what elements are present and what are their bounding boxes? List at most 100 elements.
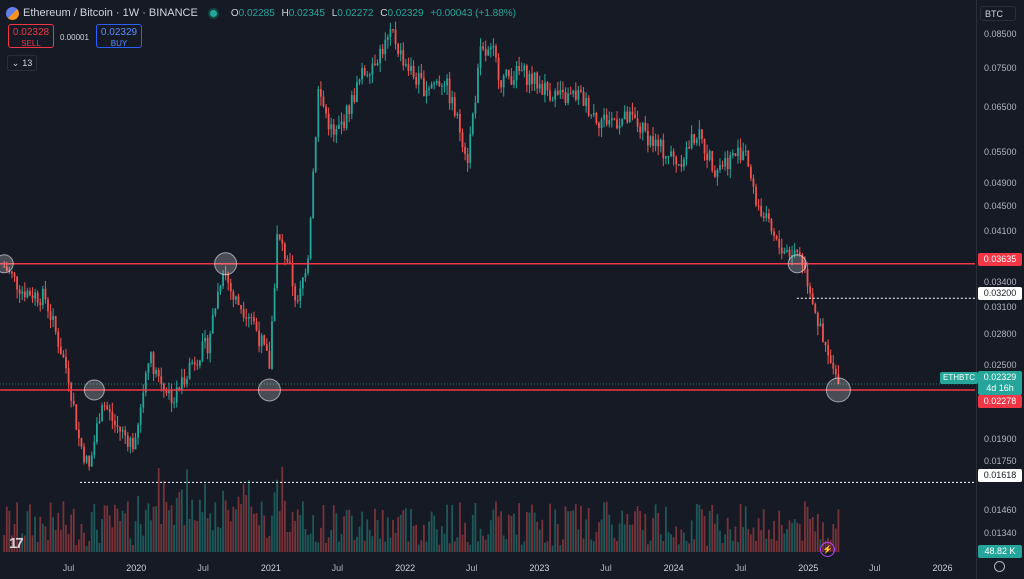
candle-body [301,277,304,289]
volume-bar [371,536,374,552]
volume-bar [379,538,382,552]
volume-bar [245,494,248,552]
candle-body [227,274,230,283]
candle-body [374,63,376,66]
volume-bar [5,506,8,552]
candle-body [155,369,158,375]
candle-body [670,151,672,156]
volume-bar [186,469,188,552]
volume-bar [83,532,85,552]
volume-bar [698,504,701,552]
candle-body [479,46,482,68]
volume-bar [580,505,582,552]
volume-bar [232,506,235,552]
candle-body [291,263,294,287]
price-tick-label: 0.08500 [984,29,1017,40]
candle-body [193,362,196,365]
volume-bar [628,524,631,552]
volume-bar [765,538,768,552]
candle-body [70,383,73,401]
candle-body [574,90,577,100]
candle-body [765,213,768,218]
volume-bar [595,531,598,552]
lightning-icon[interactable]: ⚡ [820,542,835,557]
candle-body [57,331,60,347]
volume-bar [572,510,575,552]
candle-body [811,293,814,305]
candle-body [314,137,317,172]
touch-circle [83,379,105,401]
candle-body [580,89,582,92]
candle-body [289,262,291,264]
candle-body [410,66,412,71]
eth-btc-logo-icon [6,6,19,20]
volume-bar [598,522,600,552]
volume-bar [374,508,376,552]
candle-body [822,323,824,343]
candle-body [211,314,214,334]
candle-body [404,64,407,66]
volume-bar [137,495,139,552]
candle-body [116,425,119,427]
candle-body [698,129,701,140]
candle-body [652,136,654,146]
volume-bar [523,541,526,552]
candle-body [515,66,518,81]
candle-body [219,286,222,292]
volume-bar [510,515,513,552]
volume-bar [592,541,595,552]
volume-bar [497,516,500,552]
volume-bar [507,514,510,552]
volume-bar [649,540,652,552]
volume-bar [41,523,44,552]
candle-body [281,239,284,244]
volume-bar [193,520,196,552]
candle-body [31,295,34,299]
indicators-toggle[interactable]: ⌄ 13 [7,55,37,71]
volume-bar [816,514,819,552]
candle-body [451,97,454,104]
candle-body [34,292,37,299]
volume-bar [108,515,111,552]
volume-bar [237,496,240,552]
volume-bar [564,506,567,552]
candle-body [837,374,840,384]
candle-body [85,456,88,463]
volume-bar [317,542,320,552]
volume-bar [711,504,714,552]
volume-bar [487,534,490,552]
volume-bar [438,544,441,552]
volume-bar [247,480,250,552]
candle-body [719,165,721,171]
candle-body [628,111,631,123]
candle-body [788,249,791,257]
candle-body [523,65,526,71]
candle-body [780,247,783,254]
buy-button[interactable]: 0.02329 BUY [96,24,142,48]
volume-bar [441,526,443,552]
volume-bar [680,529,683,552]
volume-bar [502,535,505,552]
volume-bar [29,504,31,552]
touch-circle [214,252,238,276]
price-tick-label: 0.02500 [984,359,1017,370]
candle-body [77,429,80,439]
candle-body [247,316,250,319]
volume-bar [147,503,150,552]
currency-dropdown[interactable]: BTC [980,6,1016,21]
volume-bar [271,515,273,552]
volume-bar [101,518,103,552]
volume-bar [780,524,783,552]
settings-gear-icon[interactable] [994,561,1005,572]
symbol-title[interactable]: Ethereum / Bitcoin · 1W · BINANCE [23,7,198,19]
volume-bar [446,504,448,552]
volume-bar [422,524,425,552]
sell-button[interactable]: 0.02328 SELL [8,24,54,48]
price-tick-label: 0.01460 [984,505,1017,516]
volume-bar [533,512,536,552]
volume-bar [495,501,497,552]
volume-bar [461,534,464,552]
candle-body [139,407,142,425]
candle-body [562,89,564,93]
